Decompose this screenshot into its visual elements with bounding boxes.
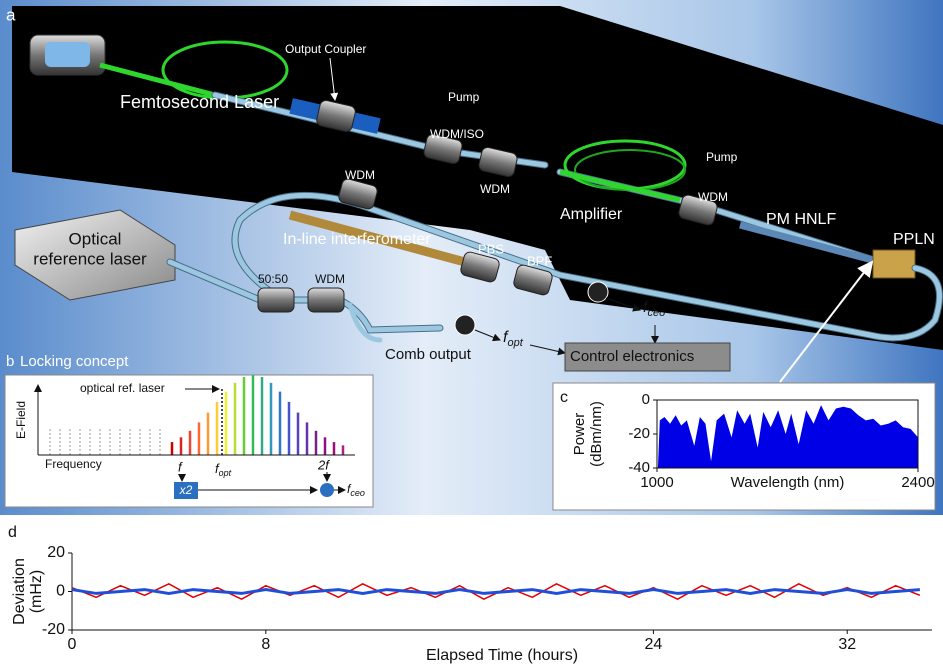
label: Amplifier [560, 206, 623, 223]
series-line [72, 590, 920, 594]
detector [455, 315, 475, 335]
x-tick-label: 1000 [640, 474, 673, 491]
x-tick-label: 0 [68, 636, 77, 653]
label: WDM [698, 190, 728, 204]
x-label: Wavelength (nm) [731, 474, 845, 491]
label: WDM [480, 182, 510, 196]
splitter [258, 288, 294, 312]
label: Comb output [385, 346, 472, 363]
label: PBS [478, 241, 504, 256]
label: reference laser [33, 249, 147, 268]
figure: a Output Coupler Femtosecond Laser Pump … [0, 0, 943, 669]
label: Pump [706, 150, 738, 164]
x-tick-label: 2400 [901, 474, 934, 491]
y-label: (dBm/nm) [588, 401, 605, 467]
panel-letter: b [6, 353, 14, 370]
label: Control electronics [570, 348, 694, 365]
y-label: E-Field [14, 401, 28, 439]
y-label: Power [571, 413, 588, 456]
wdm [308, 288, 344, 312]
label: BPF [527, 253, 552, 268]
label: x2 [179, 483, 193, 497]
subscript: opt [507, 337, 523, 349]
laser-head [30, 35, 105, 75]
y-label: (mHz) [28, 570, 45, 614]
x-tick-label: 24 [645, 636, 663, 653]
label: optical ref. laser [80, 381, 165, 395]
label: Output Coupler [285, 42, 366, 56]
y-tick-label: 20 [47, 544, 65, 561]
y-label: Deviation [11, 558, 28, 625]
y-tick-label: -20 [628, 425, 650, 442]
label: PPLN [893, 231, 935, 248]
panel-letter: c [560, 389, 568, 406]
subscript: ceo [647, 307, 665, 319]
y-tick-label: 0 [642, 391, 650, 408]
label: PM HNLF [766, 211, 836, 228]
label: WDM [315, 272, 345, 286]
subscript: ceo [350, 488, 365, 498]
label: 50:50 [258, 272, 288, 286]
ppln [873, 250, 915, 278]
detector [588, 282, 608, 302]
label: Optical [69, 229, 122, 248]
label: 2f [317, 457, 330, 472]
subscript: opt [219, 468, 232, 478]
label: Pump [448, 90, 480, 104]
panel-letter: d [8, 524, 17, 541]
y-tick-label: -20 [42, 621, 65, 638]
x-tick-label: 32 [838, 636, 856, 653]
label: In-line interferometer [283, 231, 431, 248]
mixer [320, 483, 334, 497]
label: WDM/ISO [430, 127, 484, 141]
panel-title: Locking concept [20, 353, 129, 370]
label: WDM [345, 168, 375, 182]
panel-letter: a [6, 5, 16, 24]
x-label: Frequency [45, 457, 102, 471]
label: Femtosecond Laser [120, 92, 279, 112]
x-tick-label: 8 [261, 636, 270, 653]
x-label: Elapsed Time (hours) [426, 647, 578, 664]
y-tick-label: 0 [56, 583, 65, 600]
